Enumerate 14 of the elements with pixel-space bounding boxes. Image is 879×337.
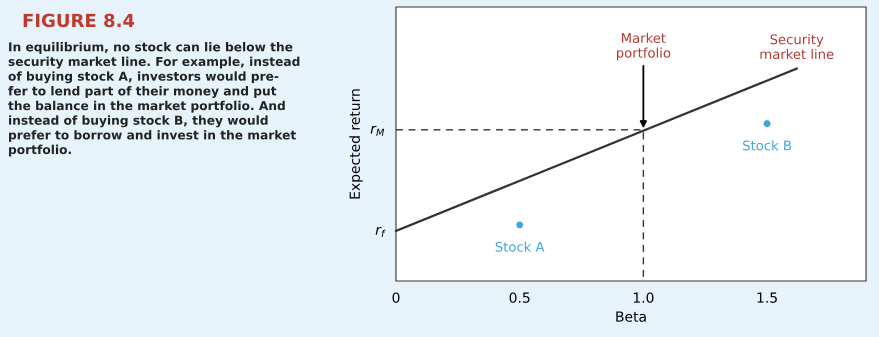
annotation: r$_{M}$	[370, 126, 384, 136]
annotation: Market portfolio	[616, 32, 670, 60]
text: In equilibrium, no stock can lie below the security market line. For example, instead of buying stock A, investors would pre- fer to lend part of their money and put the balance in the market portfolio. And instead of buying stock B, they would prefer to borrow and invest in the market portfolio.	[8, 42, 300, 157]
y-axis-title: Expected return	[349, 89, 363, 198]
annotation: Security market line	[760, 34, 834, 60]
series-label: Stock A	[496, 242, 544, 252]
annotation: r$_{f}$	[376, 226, 386, 237]
x-tick-label: 0.5	[510, 292, 530, 303]
x-axis-title: Beta	[616, 312, 646, 322]
x-tick-label: 1.5	[758, 292, 777, 303]
series-label: Stock B	[743, 140, 791, 150]
text: 1.0	[634, 292, 654, 303]
text: FIGURE 8.4	[24, 14, 134, 28]
x-tick-label: 0	[392, 292, 400, 303]
